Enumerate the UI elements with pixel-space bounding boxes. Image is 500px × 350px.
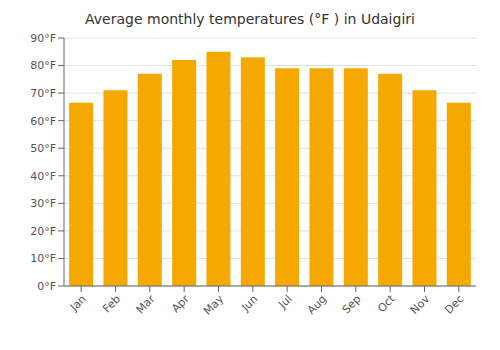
- svg-text:Mar: Mar: [134, 292, 158, 316]
- svg-text:Feb: Feb: [100, 292, 123, 315]
- svg-text:Sep: Sep: [340, 292, 364, 316]
- svg-text:40°F: 40°F: [30, 170, 56, 183]
- svg-text:20°F: 20°F: [30, 225, 56, 238]
- svg-text:70°F: 70°F: [30, 87, 56, 100]
- svg-text:Aug: Aug: [305, 292, 329, 316]
- svg-text:May: May: [201, 292, 227, 318]
- svg-text:90°F: 90°F: [30, 32, 56, 45]
- svg-text:Oct: Oct: [375, 292, 398, 315]
- svg-text:Jun: Jun: [238, 292, 260, 314]
- svg-text:0°F: 0°F: [37, 280, 56, 293]
- svg-text:10°F: 10°F: [30, 252, 56, 265]
- html-text:Average monthly temperatures (: Average monthly temperatures (°F ) in Ud…: [85, 11, 415, 27]
- svg-text:80°F: 80°F: [30, 59, 56, 72]
- svg-text:Apr: Apr: [169, 292, 192, 315]
- svg-text:50°F: 50°F: [30, 142, 56, 155]
- svg-text:Nov: Nov: [408, 292, 433, 317]
- svg-text:Jan: Jan: [67, 292, 89, 314]
- svg-text:Dec: Dec: [442, 292, 466, 316]
- svg-text:Jul: Jul: [276, 292, 295, 311]
- svg-text:60°F: 60°F: [30, 115, 56, 128]
- svg-text:30°F: 30°F: [30, 197, 56, 210]
